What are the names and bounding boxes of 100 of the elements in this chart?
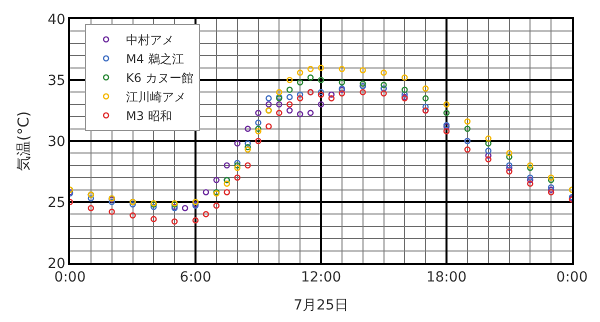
point: [485, 135, 492, 142]
point: [130, 212, 136, 219]
point: [108, 198, 115, 206]
point: [548, 189, 554, 196]
point: [422, 104, 429, 110]
point: [402, 74, 408, 81]
point: [286, 107, 293, 114]
y-tick-label: 30: [48, 134, 66, 150]
point: [548, 186, 554, 193]
point: [506, 162, 512, 169]
point: [485, 148, 492, 154]
point: [527, 176, 534, 184]
legend-label: M3 昭和: [126, 109, 172, 124]
point: [307, 66, 314, 72]
point: [234, 162, 240, 169]
y-tick-label: 25: [48, 194, 66, 211]
point: [286, 101, 293, 108]
point: [318, 89, 324, 96]
y-tick-label: 20: [48, 256, 66, 272]
point: [527, 164, 534, 171]
point: [266, 123, 272, 130]
point: [318, 64, 324, 71]
point: [527, 180, 534, 187]
point: [380, 90, 387, 97]
point: [506, 150, 512, 156]
point: [402, 91, 408, 98]
point: [244, 146, 251, 153]
point: [360, 89, 366, 96]
legend-label: M4 鵜之江: [126, 52, 184, 66]
point: [296, 91, 304, 98]
point: [234, 160, 240, 166]
point: [276, 110, 282, 116]
point: [506, 164, 512, 171]
point: [443, 101, 450, 108]
point: [171, 218, 178, 225]
point: [266, 95, 272, 102]
y-axis-title: 気温(°C): [14, 111, 32, 171]
point: [202, 211, 210, 218]
point: [464, 126, 471, 132]
point: [328, 95, 335, 102]
point: [443, 110, 450, 116]
point: [266, 101, 272, 108]
point: [255, 138, 262, 144]
point: [485, 152, 492, 159]
point: [338, 90, 346, 97]
point: [276, 101, 282, 108]
point: [338, 79, 346, 86]
point: [402, 86, 408, 93]
point: [150, 204, 157, 210]
legend-label: 中村アメ: [126, 33, 174, 48]
point: [422, 85, 429, 92]
point: [88, 204, 94, 212]
legend-label: 江川崎アメ: [126, 90, 186, 104]
point: [360, 80, 366, 87]
y-tick-label: 35: [48, 72, 66, 89]
point: [548, 176, 554, 184]
point: [318, 91, 324, 98]
point: [296, 79, 304, 86]
point: [307, 74, 314, 81]
point: [443, 128, 450, 134]
point: [338, 66, 346, 72]
point: [255, 126, 262, 132]
point: [213, 202, 220, 209]
point: [527, 174, 534, 181]
point: [234, 140, 240, 147]
point: [224, 180, 230, 187]
legend-label: K6 カヌー館: [126, 71, 194, 86]
point: [328, 91, 335, 98]
x-tick-label: 18:00: [426, 270, 467, 286]
point: [234, 174, 240, 181]
point: [286, 94, 293, 100]
point: [192, 217, 199, 224]
point: [234, 164, 240, 171]
point: [485, 156, 492, 162]
point: [380, 70, 387, 76]
point: [224, 162, 230, 169]
y-tick-label: 40: [48, 12, 66, 28]
point: [506, 154, 512, 160]
point: [244, 140, 251, 147]
point: [464, 118, 471, 125]
point: [88, 195, 94, 202]
point: [307, 110, 314, 116]
x-tick-label: 6:00: [180, 270, 212, 286]
point: [296, 111, 304, 118]
point: [244, 126, 251, 132]
point: [548, 174, 554, 181]
point: [244, 144, 251, 150]
point: [255, 128, 262, 134]
point: [296, 95, 304, 102]
point: [108, 208, 115, 215]
point: [286, 76, 293, 84]
x-tick-label: 12:00: [300, 270, 342, 286]
point: [224, 189, 230, 196]
point: [318, 101, 324, 108]
x-tick-label: 0:00: [54, 270, 86, 286]
point: [244, 162, 251, 169]
point: [548, 184, 554, 191]
point: [276, 89, 282, 96]
point: [506, 168, 512, 175]
point: [485, 140, 492, 147]
